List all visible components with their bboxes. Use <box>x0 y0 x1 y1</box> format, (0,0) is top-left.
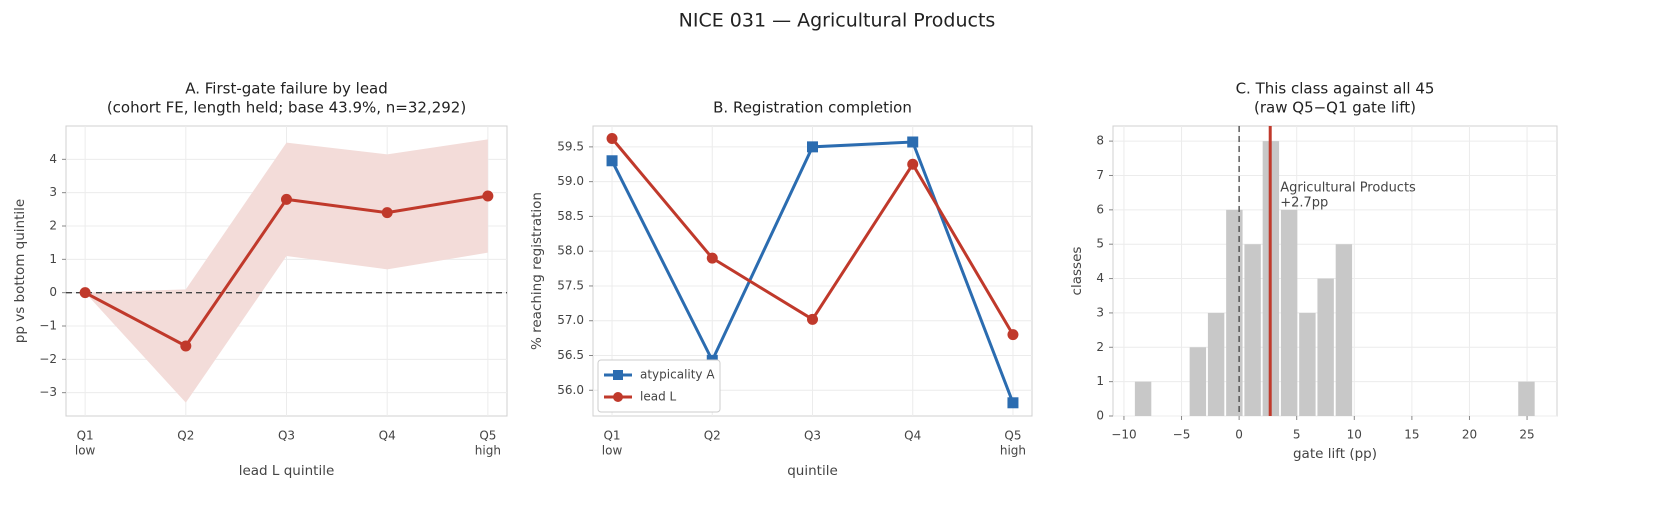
x-tick-sublabel: low <box>75 444 96 458</box>
y-tick-label: 0 <box>49 285 57 299</box>
subplot-subtitle: (cohort FE, length held; base 43.9%, n=3… <box>107 99 466 117</box>
x-tick-label: Q5 <box>479 429 496 443</box>
y-tick-label: 3 <box>1096 305 1104 319</box>
subplot-title: B. Registration completion <box>713 99 912 117</box>
x-axis-label: quintile <box>787 463 838 479</box>
y-tick-label: −1 <box>39 319 57 333</box>
x-tick-label: −10 <box>1111 428 1136 442</box>
y-tick-label: −2 <box>39 352 57 366</box>
y-tick-label: 56.0 <box>557 383 584 397</box>
bar <box>1189 347 1207 416</box>
y-tick-label: 58.5 <box>557 209 584 223</box>
bar <box>1280 209 1298 416</box>
confidence-band <box>85 139 488 403</box>
marker <box>907 158 919 170</box>
y-tick-label: 8 <box>1096 134 1104 148</box>
bar <box>1134 381 1152 416</box>
legend-marker <box>613 370 623 380</box>
marker <box>606 155 618 167</box>
highlight-name: Agricultural Products <box>1280 181 1416 196</box>
bar <box>1244 244 1261 416</box>
y-tick-label: 6 <box>1096 202 1104 216</box>
y-tick-label: 1 <box>49 252 57 266</box>
legend: atypicality A lead L <box>597 359 721 413</box>
x-tick-label: Q1 <box>77 429 94 443</box>
marker <box>482 190 494 202</box>
x-tick-label: 5 <box>1293 428 1301 442</box>
x-tick-label: Q5 <box>1004 429 1021 443</box>
legend-label: lead L <box>640 390 677 404</box>
x-tick-label: 10 <box>1347 428 1362 442</box>
legend-marker <box>613 392 623 402</box>
y-axis-label: pp vs bottom quintile <box>12 199 28 343</box>
bar <box>1226 209 1243 416</box>
marker <box>706 252 718 264</box>
x-tick-label: 0 <box>1235 428 1243 442</box>
marker <box>1007 397 1019 409</box>
bar <box>1299 312 1316 416</box>
marker <box>281 193 292 205</box>
subplot-title: A. First-gate failure by lead <box>185 80 388 98</box>
x-tick-label: 20 <box>1462 428 1477 442</box>
y-tick-label: 2 <box>1096 340 1104 354</box>
bar <box>1335 244 1353 416</box>
x-tick-label: Q3 <box>278 429 295 443</box>
x-axis-label: lead L quintile <box>239 463 335 479</box>
x-tick-label: 15 <box>1404 428 1419 442</box>
x-tick-label: Q2 <box>177 429 194 443</box>
marker <box>1007 329 1019 341</box>
x-tick-label: Q4 <box>379 429 396 443</box>
y-tick-label: 57.5 <box>557 278 584 292</box>
marker <box>381 207 393 219</box>
y-tick-label: 56.5 <box>557 348 584 362</box>
bar <box>1518 381 1535 416</box>
x-tick-sublabel: low <box>602 444 623 458</box>
subplot-title: C. This class against all 45 <box>1236 80 1435 98</box>
y-tick-label: −3 <box>39 385 57 399</box>
bar <box>1317 278 1334 416</box>
x-tick-label: Q3 <box>804 429 821 443</box>
y-axis-label: % reaching registration <box>529 192 545 350</box>
marker <box>807 141 818 153</box>
y-tick-label: 1 <box>1096 374 1104 388</box>
marker <box>907 136 919 148</box>
x-tick-label: −5 <box>1173 428 1191 442</box>
x-tick-label: Q1 <box>603 429 620 443</box>
y-tick-label: 2 <box>49 219 57 233</box>
y-tick-label: 58.0 <box>557 244 584 258</box>
bar <box>1207 312 1225 416</box>
y-tick-label: 59.0 <box>557 174 584 188</box>
y-tick-label: 3 <box>49 185 57 199</box>
subplot-subtitle: (raw Q5−Q1 gate lift) <box>1254 99 1416 117</box>
marker <box>180 340 192 352</box>
y-tick-label: 5 <box>1096 237 1104 251</box>
highlight-label: +2.7pp <box>1280 196 1328 211</box>
marker <box>807 313 818 325</box>
x-axis-label: gate lift (pp) <box>1293 446 1377 462</box>
y-tick-label: 57.0 <box>557 313 584 327</box>
legend-box <box>597 359 721 413</box>
y-axis-label: classes <box>1069 247 1085 296</box>
x-tick-sublabel: high <box>475 444 501 458</box>
y-tick-label: 4 <box>49 152 57 166</box>
y-tick-label: 0 <box>1096 409 1104 423</box>
x-tick-label: Q2 <box>704 429 721 443</box>
figure-title: NICE 031 — Agricultural Products <box>679 10 996 32</box>
marker <box>79 287 91 299</box>
marker <box>606 133 618 145</box>
legend-label: atypicality A <box>640 368 715 382</box>
x-tick-label: Q4 <box>904 429 921 443</box>
y-tick-label: 59.5 <box>557 139 584 153</box>
x-tick-label: 25 <box>1519 428 1534 442</box>
plot-area <box>1112 125 1558 417</box>
y-tick-label: 7 <box>1096 168 1104 182</box>
y-tick-label: 4 <box>1096 271 1104 285</box>
x-tick-sublabel: high <box>1000 444 1026 458</box>
